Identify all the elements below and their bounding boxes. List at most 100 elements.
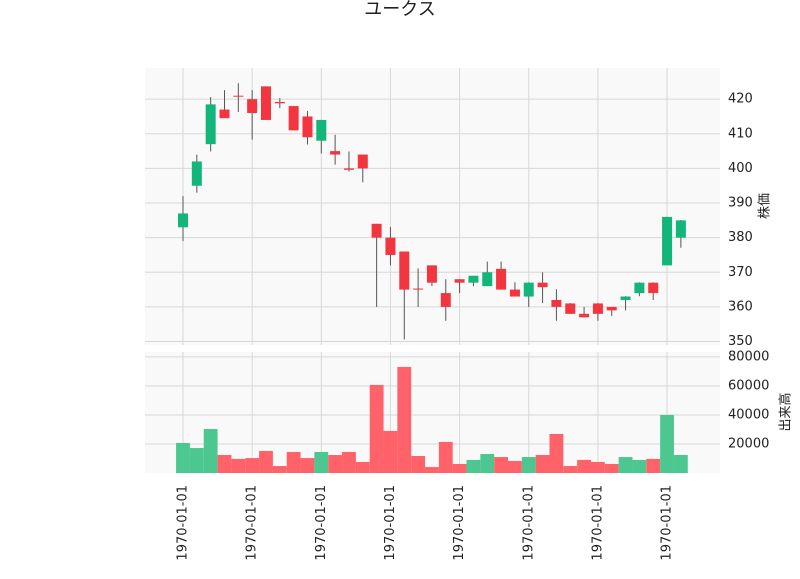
candle-body: [260, 86, 271, 120]
y-tick-label: 350: [728, 334, 753, 349]
candle-body: [634, 282, 645, 294]
volume-bar: [383, 430, 398, 473]
volume-bar: [577, 459, 591, 473]
candle-body: [496, 268, 507, 290]
candle-body: [551, 299, 562, 307]
y-tick-label: 20000: [728, 436, 769, 451]
candle-body: [191, 161, 202, 186]
volume-bar: [411, 456, 426, 473]
volume-bar: [535, 455, 550, 473]
candle-body: [565, 303, 576, 314]
x-tick-label: 1970-01-01: [590, 485, 605, 561]
volume-bar: [314, 451, 329, 473]
candle-body: [454, 279, 465, 283]
volume-bar: [369, 384, 384, 473]
volume-bar: [397, 366, 412, 473]
candle-body: [413, 288, 424, 290]
volume-bar: [590, 461, 605, 473]
candle-body: [343, 168, 354, 170]
volume-panel: [145, 352, 720, 473]
volume-bar: [355, 461, 370, 473]
y-tick-label: 360: [728, 299, 753, 314]
candle-body: [330, 151, 341, 155]
x-tick-label: 1970-01-01: [383, 485, 398, 561]
x-tick-label: 1970-01-01: [245, 485, 260, 561]
x-tick-label: 1970-01-01: [660, 485, 675, 561]
x-tick-label: 1970-01-01: [176, 485, 191, 561]
volume-bar: [673, 455, 688, 473]
volume-bar: [203, 429, 218, 473]
x-tick-label: 1970-01-01: [521, 485, 536, 561]
volume-bar: [508, 460, 522, 473]
y-tick-label: 410: [728, 126, 753, 141]
volume-bar: [438, 441, 453, 473]
candle-body: [648, 282, 659, 294]
volume-bar: [342, 451, 356, 473]
volume-bar: [176, 442, 190, 473]
volume-bar: [272, 466, 287, 473]
volume-bar: [328, 455, 343, 473]
candle-body: [482, 272, 493, 287]
candle-body: [662, 216, 673, 266]
candle-body: [233, 95, 244, 97]
volume-bar: [660, 414, 674, 473]
candle-body: [468, 275, 479, 283]
volume-bar: [632, 459, 647, 473]
volume-bar: [425, 467, 439, 473]
volume-bar: [245, 458, 260, 473]
volume-bar: [604, 464, 619, 473]
candle-body: [371, 223, 382, 238]
candle-body: [247, 99, 258, 114]
volume-bar: [549, 433, 564, 473]
candle-body: [523, 282, 534, 297]
candle-body: [205, 104, 216, 145]
candle-body: [620, 296, 631, 300]
y-tick-label: 420: [728, 92, 753, 107]
chart-title: ユークス: [364, 0, 435, 20]
volume-bar: [452, 464, 467, 473]
y-tick-label: 40000: [728, 407, 769, 422]
price-panel: [145, 68, 720, 345]
y-tick-label: 60000: [728, 378, 769, 393]
candle-body: [399, 251, 410, 290]
x-tick-label: 1970-01-01: [452, 485, 467, 561]
x-tick-label: 1970-01-01: [314, 485, 329, 561]
volume-bar: [480, 453, 495, 473]
y-tick-label: 80000: [728, 349, 769, 364]
y-tick-label: 380: [728, 230, 753, 245]
candle-body: [385, 237, 396, 255]
candle-body: [592, 303, 603, 314]
volume-bar: [286, 451, 301, 473]
volume-bar: [231, 458, 246, 473]
candle-body: [288, 106, 299, 131]
y-axis-label: 株価: [758, 193, 773, 219]
y-axis-label: 出来高: [778, 392, 794, 431]
volume-bar: [494, 457, 509, 473]
volume-bar: [217, 455, 232, 473]
candle-body: [219, 109, 230, 119]
candle-body: [537, 282, 548, 288]
volume-bar: [189, 448, 204, 473]
volume-bar: [259, 450, 273, 473]
candle-body: [606, 306, 617, 311]
candle-body: [509, 289, 520, 297]
candle-body: [178, 213, 188, 228]
volume-bar: [521, 457, 536, 473]
candle-body: [316, 119, 327, 141]
candle-body: [357, 154, 368, 169]
candle-body: [302, 116, 313, 138]
candle-body: [440, 293, 451, 307]
volume-bar: [466, 459, 481, 473]
candle-body: [426, 265, 437, 283]
candle-body: [274, 101, 285, 104]
y-tick-label: 390: [728, 196, 753, 211]
volume-bar: [563, 466, 578, 473]
candle-body: [579, 313, 590, 318]
y-tick-label: 400: [728, 161, 753, 176]
volume-bar: [646, 458, 661, 473]
candle-body: [675, 220, 686, 238]
volume-bar: [618, 457, 633, 473]
volume-bar: [300, 458, 315, 473]
y-tick-label: 370: [728, 265, 753, 280]
